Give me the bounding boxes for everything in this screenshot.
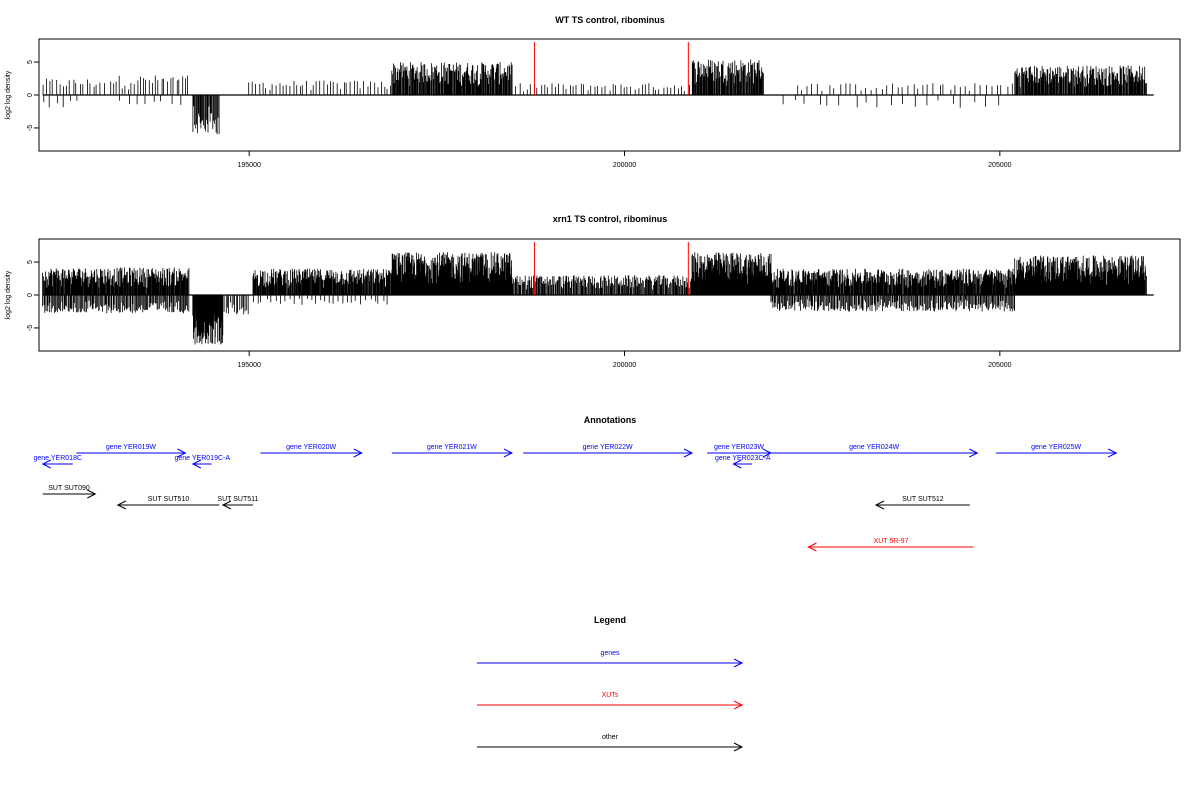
legend-arrow — [477, 742, 744, 752]
feature-label: SUT SUT512 — [902, 496, 944, 503]
xrn1-y-axis-label: log2 log density — [5, 270, 12, 319]
legend-arrow — [477, 700, 744, 710]
feature-arrow — [116, 500, 220, 510]
annotation-features: gene YER018C gene YER019W gene YER019C-A ge… — [34, 444, 1118, 552]
feature-label: gene YER021W — [427, 444, 477, 451]
feature-label: gene YER019W — [106, 444, 156, 451]
x-tick-label: 200000 — [613, 162, 636, 169]
y-tick-label: 0 — [27, 293, 34, 297]
wt-panel-title: WT TS control, ribominus — [555, 15, 665, 25]
feature-label: SUT SUT090 — [48, 485, 90, 492]
legend-label: other — [602, 734, 619, 741]
feature-arrow — [76, 448, 187, 458]
y-tick-label: -5 — [27, 325, 34, 331]
wt-y-axis-label: log2 log density — [5, 70, 12, 119]
legend-items: genes XUTs other — [477, 650, 744, 752]
feature-label: SUT SUT510 — [148, 496, 190, 503]
y-tick-label: -5 — [27, 125, 34, 131]
feature-label: XUT 5R-97 — [874, 538, 909, 545]
feature-arrow — [391, 448, 514, 458]
xrn1-coverage-panel: xrn1 TS control, ribominus log2 log dens… — [5, 214, 1181, 369]
x-tick-label: 195000 — [238, 362, 261, 369]
annotations-title: Annotations — [584, 415, 637, 425]
x-tick-label: 205000 — [988, 162, 1011, 169]
wt-axes: 195000 200000 205000 5 0 -5 — [27, 60, 1012, 169]
feature-arrow — [221, 500, 253, 510]
x-tick-label: 205000 — [988, 362, 1011, 369]
wt-coverage-bars — [42, 59, 1154, 135]
feature-label: gene YER020W — [286, 444, 336, 451]
xrn1-red-markers — [533, 242, 689, 295]
feature-arrow — [191, 459, 212, 469]
x-tick-label: 195000 — [238, 162, 261, 169]
feature-label: gene YER025W — [1031, 444, 1081, 451]
feature-arrow — [996, 448, 1118, 458]
y-tick-label: 5 — [27, 260, 34, 264]
wt-red-markers — [533, 42, 689, 95]
feature-label: gene YER023C-A — [715, 455, 771, 462]
legend-label: XUTs — [602, 692, 619, 699]
feature-label: gene YER019C-A — [175, 455, 231, 462]
feature-arrow — [770, 448, 979, 458]
x-tick-label: 200000 — [613, 362, 636, 369]
y-tick-label: 0 — [27, 93, 34, 97]
feature-arrow — [260, 448, 363, 458]
y-tick-label: 5 — [27, 60, 34, 64]
feature-arrow — [523, 448, 694, 458]
feature-arrow — [874, 500, 970, 510]
wt-coverage-panel: WT TS control, ribominus log2 log densit… — [5, 15, 1181, 169]
feature-arrow — [42, 489, 97, 499]
feature-arrow — [732, 459, 753, 469]
legend: Legend genes XUTs other — [477, 615, 744, 752]
coverage-bar — [42, 59, 1147, 135]
legend-arrow — [477, 658, 744, 668]
feature-label: gene YER022W — [583, 444, 633, 451]
feature-label: gene YER018C — [34, 455, 83, 462]
coverage-bar — [42, 252, 1147, 345]
legend-title: Legend — [594, 615, 626, 625]
feature-label: gene YER024W — [849, 444, 899, 451]
xrn1-axes: 195000 200000 205000 5 0 -5 — [27, 260, 1012, 369]
xrn1-panel-title: xrn1 TS control, ribominus — [553, 214, 668, 224]
legend-label: genes — [600, 650, 620, 657]
feature-arrow — [707, 448, 773, 458]
feature-label: gene YER023W — [714, 444, 764, 451]
feature-arrow — [807, 542, 974, 552]
feature-label: SUT SUT511 — [217, 496, 258, 503]
feature-arrow — [41, 459, 73, 469]
xrn1-coverage-bars — [42, 252, 1154, 345]
